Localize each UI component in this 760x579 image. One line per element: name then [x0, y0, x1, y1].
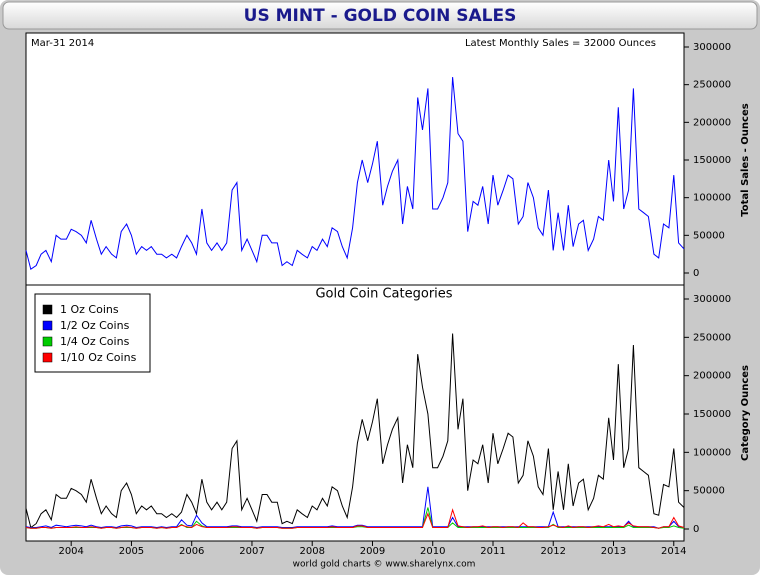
y-axis-title: Category Ounces: [740, 365, 751, 461]
legend-label: 1/10 Oz Coins: [60, 351, 137, 364]
chart-title: US MINT - GOLD COIN SALES: [244, 6, 517, 26]
y-tick-label: 50000: [693, 486, 725, 497]
legend-label: 1/2 Oz Coins: [60, 319, 130, 332]
y-tick-label: 100000: [693, 193, 731, 204]
x-tick-label: 2014: [661, 546, 686, 557]
y-tick-label: 250000: [693, 332, 731, 343]
y-tick-label: 300000: [693, 294, 731, 305]
y-axis-title: Total Sales - Ounces: [740, 103, 751, 216]
x-tick-label: 2010: [420, 546, 445, 557]
x-tick-label: 2005: [119, 546, 144, 557]
legend-swatch: [42, 352, 53, 363]
legend-label: 1 Oz Coins: [60, 303, 119, 316]
plot-area: [25, 32, 685, 542]
x-tick-label: 2009: [360, 546, 385, 557]
legend-swatch: [42, 320, 53, 331]
y-tick-label: 200000: [693, 117, 731, 128]
legend-swatch: [42, 304, 53, 315]
y-tick-label: 100000: [693, 447, 731, 458]
y-tick-label: 0: [693, 268, 699, 279]
legend-swatch: [42, 336, 53, 347]
title-bar: [2, 1, 758, 30]
legend-label: 1/4 Oz Coins: [60, 335, 130, 348]
legend-box: [34, 293, 151, 373]
y-tick-label: 0: [693, 524, 699, 535]
x-tick-label: 2013: [601, 546, 626, 557]
x-tick-label: 2004: [58, 546, 83, 557]
date-label: Mar-31 2014: [31, 38, 94, 49]
x-tick-label: 2011: [480, 546, 505, 557]
source: world gold charts © www.sharelynx.com: [293, 560, 476, 570]
series-line: [25, 333, 685, 529]
x-tick-label: 2007: [239, 546, 264, 557]
y-tick-label: 200000: [693, 371, 731, 382]
latest-sales: Latest Monthly Sales = 32000 Ounces: [465, 38, 656, 49]
x-tick-label: 2006: [179, 546, 204, 557]
y-tick-label: 250000: [693, 80, 731, 91]
y-tick-label: 300000: [693, 42, 731, 53]
series-line: [25, 486, 685, 529]
y-tick-label: 150000: [693, 155, 731, 166]
x-tick-label: 2012: [541, 546, 566, 557]
x-tick-label: 2008: [299, 546, 324, 557]
y-tick-label: 50000: [693, 230, 725, 241]
series-line: [25, 508, 685, 529]
y-tick-label: 150000: [693, 409, 731, 420]
series-line: [25, 77, 685, 271]
panel-title: Gold Coin Categories: [315, 287, 452, 302]
